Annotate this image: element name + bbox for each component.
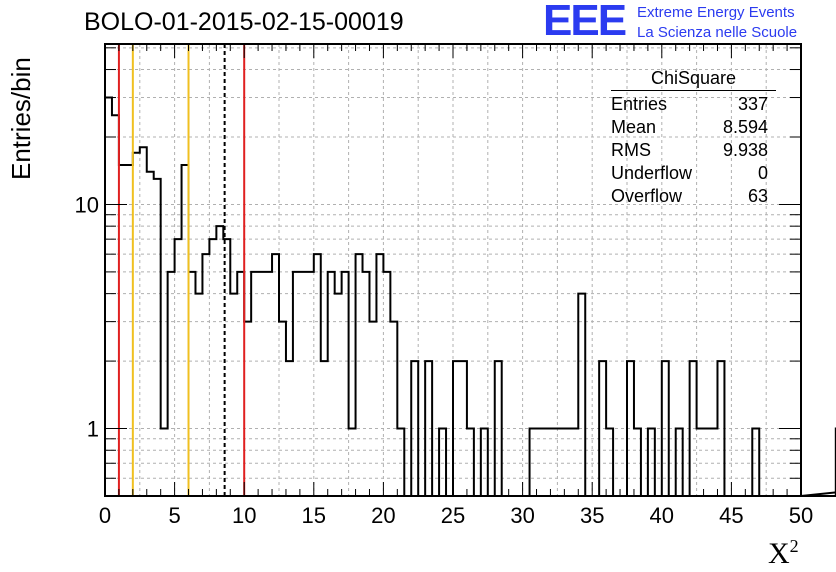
- x-tick-label: 10: [232, 503, 256, 528]
- stats-row-underflow: Underflow 0: [611, 163, 768, 183]
- y-tick-label: 1: [87, 417, 99, 442]
- x-tick-label: 45: [719, 503, 743, 528]
- logo-text-line1: Extreme Energy Events: [637, 4, 795, 21]
- y-axis-label: Entries/bin: [6, 57, 36, 180]
- logo-text-line2: La Scienza nelle Scuole: [637, 24, 798, 41]
- x-tick-label: 35: [580, 503, 604, 528]
- stats-box-title: ChiSquare: [611, 68, 776, 91]
- x-tick-label: 15: [302, 503, 326, 528]
- x-tick-label: 20: [371, 503, 395, 528]
- x-tick-label: 25: [441, 503, 465, 528]
- x-tick-label: 40: [650, 503, 674, 528]
- stats-row-entries: Entries 337: [611, 94, 768, 114]
- x-axis-label: X2: [768, 536, 799, 570]
- x-tick-label: 30: [510, 503, 534, 528]
- eee-logo: EEE: [543, 0, 627, 45]
- x-tick-label: 0: [99, 503, 111, 528]
- y-tick-label: 10: [75, 192, 99, 217]
- stats-row-mean: Mean 8.594: [611, 117, 768, 137]
- stats-row-rms: RMS 9.938: [611, 140, 768, 160]
- x-tick-label: 5: [168, 503, 180, 528]
- chart-title: BOLO-01-2015-02-15-00019: [84, 8, 404, 36]
- stats-row-overflow: Overflow 63: [611, 186, 768, 206]
- x-tick-label: 50: [789, 503, 813, 528]
- stats-box: ChiSquare Entries 337 Mean 8.594 RMS 9.938 …: [611, 68, 776, 208]
